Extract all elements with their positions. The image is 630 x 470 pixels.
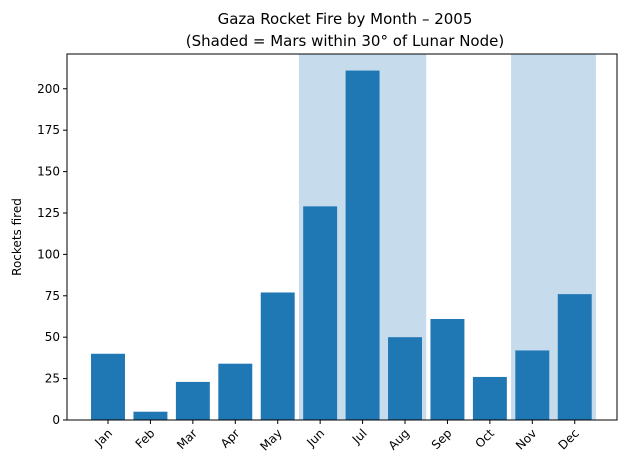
x-tick-label: Oct <box>472 426 497 451</box>
bar-mar <box>175 381 210 420</box>
y-tick-label: 100 <box>37 247 60 261</box>
y-axis: 0 25 50 75 100 125 150 175 200 <box>37 82 67 427</box>
x-axis: Jan Feb Mar Apr May Jun Jul Aug Sep Oct Nov Dec <box>91 420 582 454</box>
bars <box>91 70 592 420</box>
x-tick-label: May <box>257 426 284 453</box>
bar-nov <box>515 350 550 420</box>
y-tick-label: 50 <box>45 330 60 344</box>
bar-oct <box>472 376 507 420</box>
y-tick-label: 200 <box>37 82 60 96</box>
chart-subtitle: (Shaded = Mars within 30° of Lunar Node) <box>186 32 504 50</box>
x-tick-label: Feb <box>133 426 158 451</box>
x-tick-label: Mar <box>174 426 200 452</box>
bar-sep <box>430 318 465 420</box>
x-tick-label: Jun <box>303 426 327 450</box>
bar-dec <box>557 294 592 420</box>
x-tick-label: Jan <box>91 426 115 450</box>
x-tick-label: Jul <box>349 426 370 447</box>
y-tick-label: 75 <box>45 289 60 303</box>
bar-aug <box>388 337 422 420</box>
bar-apr <box>218 363 253 420</box>
bar-jul <box>345 70 380 420</box>
x-tick-label: Nov <box>513 426 539 452</box>
x-tick-label: Aug <box>386 426 412 452</box>
y-tick-label: 150 <box>37 165 60 179</box>
y-tick-label: 175 <box>37 123 60 137</box>
x-tick-label: Sep <box>429 426 455 452</box>
bar-feb <box>133 411 168 420</box>
y-tick-label: 25 <box>45 372 60 386</box>
bar-may <box>260 292 295 420</box>
y-tick-label: 0 <box>52 413 60 427</box>
bar-jun <box>303 206 338 420</box>
bar-jan <box>91 353 125 420</box>
x-tick-label: Dec <box>556 426 582 452</box>
chart-title: Gaza Rocket Fire by Month – 2005 <box>218 10 473 28</box>
y-tick-label: 125 <box>37 206 60 220</box>
y-axis-label: Rockets fired <box>10 198 24 276</box>
x-tick-label: Apr <box>218 426 243 451</box>
plot-frame <box>66 53 618 421</box>
